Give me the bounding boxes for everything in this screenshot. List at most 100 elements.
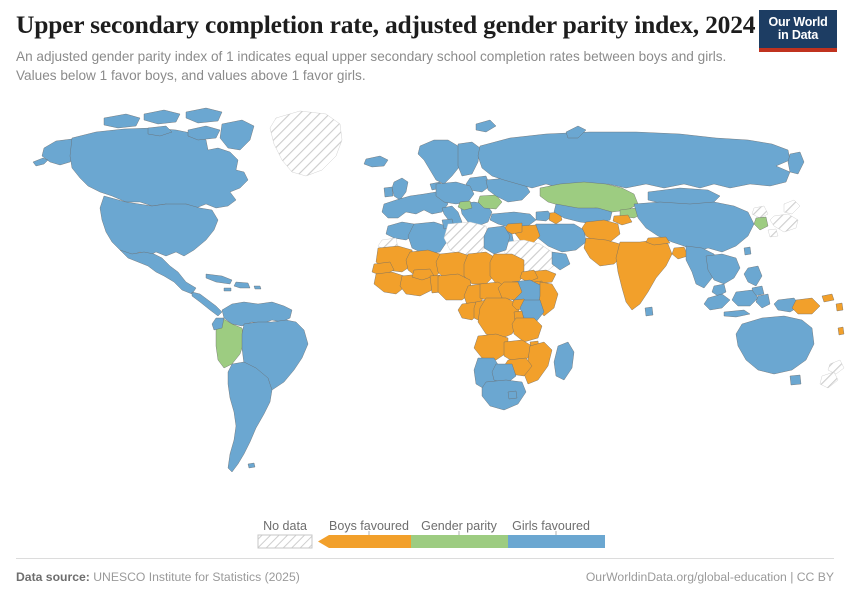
legend-segment-girls-favoured[interactable] [508,535,605,548]
owid-logo-text: Our World in Data [768,14,828,42]
country-malaysia[interactable] [712,284,726,296]
country-kamchatka[interactable] [788,152,804,174]
country-lesotho[interactable] [508,391,517,399]
data-source-label: Data source: [16,570,90,584]
country-jamaica[interactable] [224,288,231,291]
country-united-states[interactable] [100,196,218,256]
country-canada-arctic-2[interactable] [144,110,180,124]
country-south-korea[interactable] [754,217,768,230]
country-ireland[interactable] [384,187,393,197]
country-novaya-zemlya[interactable] [566,126,586,138]
legend-segment-boys-favoured[interactable] [318,535,411,548]
legend-label-girls-favoured: Girls favoured [512,519,590,533]
country-china[interactable] [634,202,754,252]
country-papua-new-guinea[interactable] [792,298,820,314]
map-countries[interactable] [0,108,850,504]
country-sumatra[interactable] [704,294,730,310]
legend-label-gender-parity: Gender parity [421,519,497,533]
country-india[interactable] [616,240,672,310]
country-iceland[interactable] [364,156,388,167]
country-japan-kyushu[interactable] [768,229,778,237]
country-somalia[interactable] [538,282,558,316]
country-caucasus[interactable] [536,211,552,221]
owid-logo-line1: Our World [768,14,828,29]
chart-header: Upper secondary completion rate, adjuste… [0,0,850,85]
country-japan-honshu[interactable] [770,214,798,232]
country-java[interactable] [724,310,750,317]
country-eritrea[interactable] [520,270,538,282]
footer-divider [16,558,834,559]
country-canada-arctic-4[interactable] [188,126,220,140]
country-guinea-sierraleone-liberia[interactable] [374,272,406,294]
country-vanuatu[interactable] [836,303,843,311]
country-russia[interactable] [478,132,790,188]
owid-logo[interactable]: Our World in Data [759,10,837,52]
country-oman-uae[interactable] [552,252,570,270]
country-new-zealand-north[interactable] [828,360,844,374]
country-united-kingdom[interactable] [392,178,408,200]
country-cuba[interactable] [206,274,232,284]
country-south-africa[interactable] [482,380,526,410]
map-legend[interactable]: No data Boys favoured Gender parity Girl… [0,508,850,554]
country-fiji[interactable] [838,327,844,335]
country-canada-island-5[interactable] [148,126,172,136]
legend-svg[interactable]: No data Boys favoured Gender parity Girl… [0,508,850,554]
country-hispaniola[interactable] [234,282,250,288]
country-baffin-island[interactable] [220,120,254,150]
country-philippines[interactable] [744,266,762,286]
country-tajikistan[interactable] [613,215,632,225]
country-tasmania[interactable] [790,375,801,385]
country-baltics[interactable] [466,176,490,192]
country-canada-arctic-3[interactable] [186,108,222,123]
country-zambia[interactable] [504,340,532,362]
legend-no-data-swatch[interactable] [257,534,313,549]
country-libya[interactable] [444,222,488,256]
country-angola[interactable] [474,334,508,360]
country-croatia[interactable] [458,201,472,210]
country-pakistan[interactable] [584,238,624,266]
country-lesser-antilles[interactable] [254,286,261,289]
country-algeria[interactable] [408,222,448,254]
country-aleutians[interactable] [33,158,48,166]
country-bangladesh[interactable] [672,247,688,259]
data-source-value: UNESCO Institute for Statistics (2025) [93,570,300,584]
chart-subtitle: An adjusted gender parity index of 1 ind… [16,49,727,83]
country-thailand-indochina[interactable] [706,254,740,284]
attribution-link[interactable]: OurWorldinData.org/global-education | CC… [585,570,834,584]
country-canada-arctic-1[interactable] [104,114,140,128]
chart-footer: Data source: UNESCO Institute for Statis… [0,558,850,584]
page-title: Upper secondary completion rate, adjuste… [16,10,756,39]
legend-no-data-label: No data [263,519,307,533]
country-greenland[interactable] [270,111,342,176]
country-solomon-islands[interactable] [822,294,834,302]
country-sri-lanka[interactable] [645,307,653,316]
country-mexico[interactable] [120,250,196,294]
country-egypt[interactable] [484,226,510,254]
country-scandinavia[interactable] [418,140,464,184]
country-north-korea[interactable] [752,206,768,218]
country-central-america[interactable] [192,292,222,316]
country-nepal[interactable] [646,237,670,245]
country-burkina-faso[interactable] [412,269,434,280]
country-sulawesi[interactable] [756,294,770,308]
country-falklands[interactable] [248,463,255,468]
country-borneo[interactable] [732,290,758,306]
country-france-iberia[interactable] [382,192,448,218]
country-southern-cone[interactable] [228,362,272,472]
country-madagascar[interactable] [554,342,574,380]
country-finland[interactable] [458,142,480,176]
country-australia[interactable] [736,316,814,374]
country-ecuador[interactable] [212,318,224,330]
world-map[interactable] [0,96,850,504]
country-tanzania[interactable] [512,318,542,342]
country-japan[interactable] [784,200,800,214]
owid-logo-line2: in Data [777,28,819,42]
country-svalbard[interactable] [476,120,496,132]
legend-segment-gender-parity[interactable] [411,535,508,548]
legend-label-boys-favoured: Boys favoured [329,519,409,533]
country-canada[interactable] [70,128,248,208]
world-map-svg[interactable] [0,96,850,504]
country-new-zealand-south[interactable] [820,372,838,388]
country-taiwan[interactable] [744,247,751,255]
